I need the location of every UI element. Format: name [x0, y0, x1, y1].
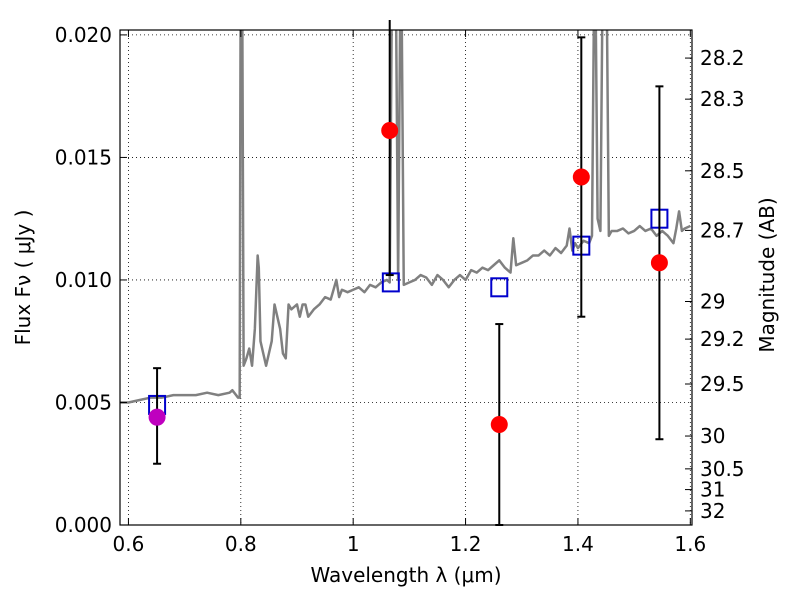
- observed-photometry-point: [572, 168, 590, 186]
- mag-tick-label: 29.2: [700, 327, 745, 351]
- observed-photometry-point: [650, 254, 668, 272]
- mag-tick-label: 28.5: [700, 159, 745, 183]
- x-tick-label: 0.6: [113, 532, 145, 556]
- x-tick-label: 1.2: [450, 532, 482, 556]
- y-tick-label: 0.000: [55, 513, 112, 537]
- model-photometry-square: [381, 272, 400, 293]
- mag-tick-label: 29.5: [700, 372, 745, 396]
- mag-tick-label: 31: [700, 478, 725, 502]
- x-tick-label: 1.6: [674, 532, 706, 556]
- axis-ticks: 0.6 0.8 1 1.2 1.4 1.6 0.000 0.005 0.010 0.015 0.02…: [55, 23, 745, 556]
- observed-photometry-point: [381, 121, 399, 139]
- y-tick-label: 0.010: [55, 268, 112, 292]
- x-tick-label: 1.4: [562, 532, 594, 556]
- model-photometry-square: [490, 277, 509, 298]
- mag-tick-label: 32: [700, 499, 725, 523]
- error-bars: [148, 20, 669, 526]
- x-axis-title: Wavelength λ (μm): [310, 563, 501, 587]
- mag-tick-label: 28.7: [700, 218, 745, 242]
- observed-photometry-point: [490, 416, 508, 434]
- grid-lines: [120, 30, 692, 526]
- y-axis-title: Flux Fν ( μJy ): [11, 210, 35, 346]
- observed-photometry-point: [148, 408, 166, 426]
- mag-tick-label: 30.5: [700, 457, 745, 481]
- y-tick-label: 0.020: [55, 23, 112, 47]
- mag-tick-label: 30: [700, 424, 725, 448]
- x-tick-label: 1: [347, 532, 360, 556]
- mag-tick-label: 29: [700, 290, 725, 314]
- model-spectrum-line: [120, 30, 691, 404]
- magnitude-axis-title: Magnitude (AB): [755, 197, 779, 352]
- data-layer: [120, 30, 691, 404]
- mag-tick-label: 28.3: [700, 87, 745, 111]
- y-tick-label: 0.005: [55, 390, 112, 414]
- plot-frame: [119, 29, 693, 526]
- x-tick-label: 0.8: [225, 532, 257, 556]
- mag-tick-label: 28.2: [700, 46, 745, 70]
- y-tick-label: 0.015: [55, 145, 112, 169]
